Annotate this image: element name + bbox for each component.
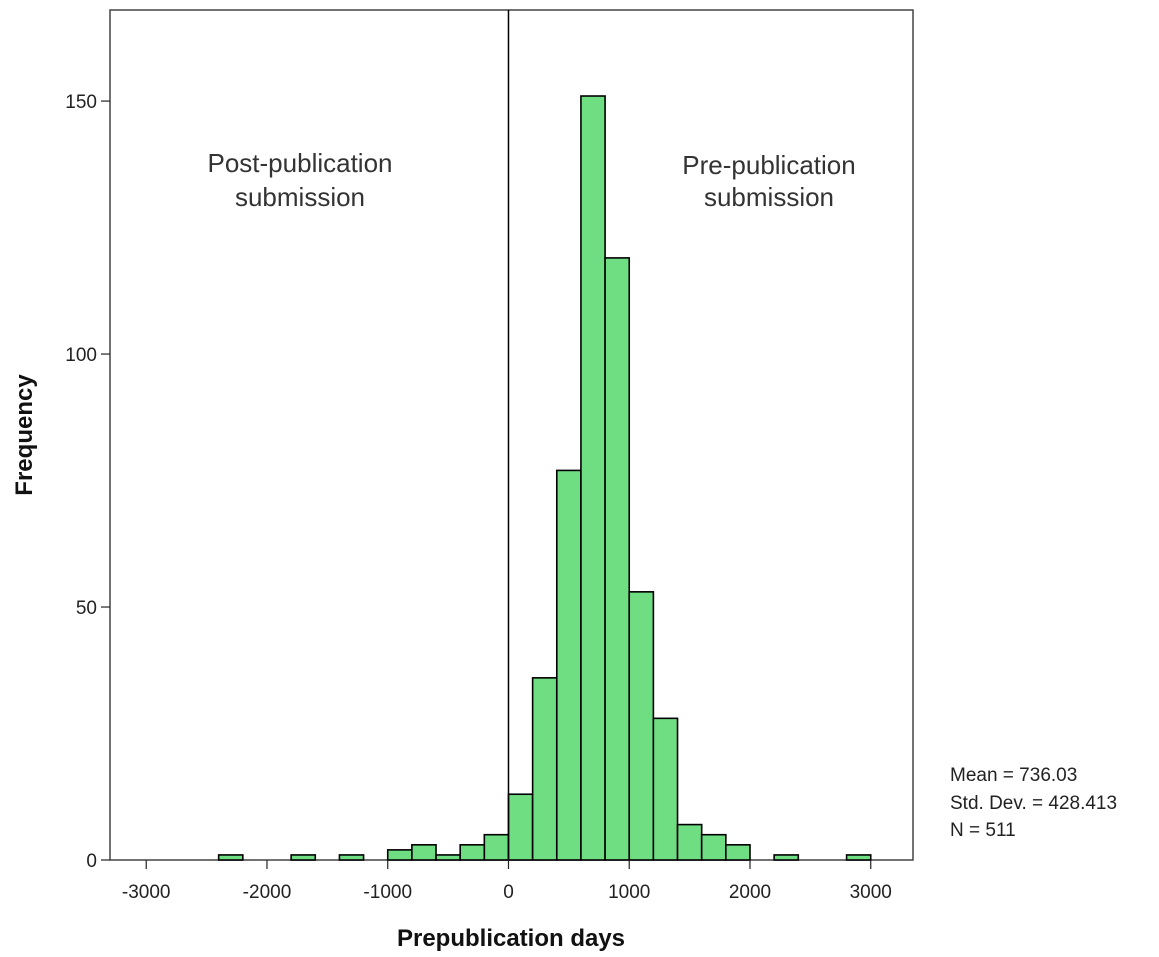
x-tick-label: 2000 xyxy=(729,882,771,903)
x-tick-label: 3000 xyxy=(850,882,892,903)
histogram-bar xyxy=(483,833,510,861)
bars-group xyxy=(217,95,872,861)
histogram-bar xyxy=(555,469,582,861)
stats-n: N = 511 xyxy=(950,820,1016,841)
annotation-pre-line-2: submission xyxy=(704,182,834,212)
histogram-bar xyxy=(700,833,727,861)
histogram-bar xyxy=(411,844,437,861)
histogram-bar xyxy=(580,95,606,861)
annotation-pre-publication: Pre-publication submission xyxy=(682,150,855,212)
x-tick-label: -1000 xyxy=(363,882,412,903)
histogram-bar xyxy=(290,854,317,861)
x-tick-label: 0 xyxy=(503,882,514,903)
annotation-post-publication: Post-publication submission xyxy=(208,148,393,212)
histogram-bar xyxy=(628,591,655,861)
histogram-bar xyxy=(386,849,413,861)
histogram-bar xyxy=(725,844,751,861)
histogram-bar xyxy=(435,854,461,861)
histogram-bar xyxy=(845,854,872,861)
plot-frame xyxy=(109,9,914,861)
annotation-post-line-1: Post-publication xyxy=(208,148,393,178)
histogram-bar xyxy=(773,854,800,861)
stats-std-dev: Std. Dev. = 428.413 xyxy=(950,793,1117,814)
y-tick-label: 150 xyxy=(65,92,97,113)
histogram-bar xyxy=(652,717,679,861)
x-axis-ticks: -3000 -2000 -1000 0 1000 2000 3000 xyxy=(122,860,892,903)
stats-box: Mean = 736.03 Std. Dev. = 428.413 N = 51… xyxy=(950,765,1117,841)
y-tick-label: 100 xyxy=(65,345,97,366)
histogram-bar xyxy=(604,257,631,861)
annotation-post-line-2: submission xyxy=(235,182,365,212)
histogram-bar xyxy=(531,677,558,861)
y-axis-title: Frequency xyxy=(11,374,38,496)
x-tick-label: 1000 xyxy=(608,882,650,903)
histogram-bar xyxy=(459,844,486,861)
y-axis-ticks: 0 50 100 150 xyxy=(65,92,110,872)
x-axis-title: Prepublication days xyxy=(397,925,625,952)
y-tick-label: 0 xyxy=(86,851,97,872)
histogram-bar xyxy=(676,823,703,861)
histogram-bar xyxy=(507,793,534,861)
annotation-pre-line-1: Pre-publication xyxy=(682,150,855,180)
x-tick-label: -2000 xyxy=(243,882,292,903)
y-tick-label: 50 xyxy=(76,598,97,619)
histogram-bar xyxy=(217,854,244,861)
x-tick-label: -3000 xyxy=(122,882,171,903)
histogram-bar xyxy=(338,854,365,861)
stats-mean: Mean = 736.03 xyxy=(950,765,1077,786)
